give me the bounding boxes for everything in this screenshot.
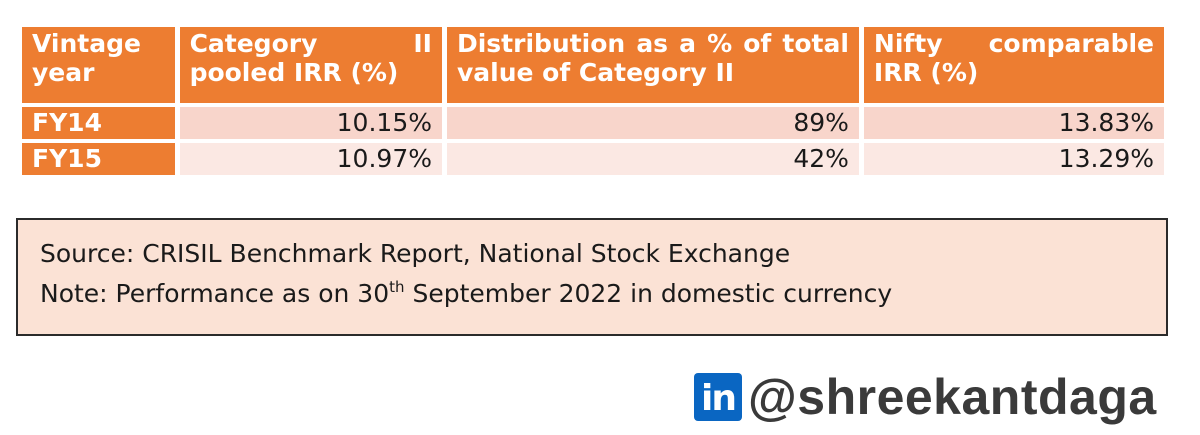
header-distribution: Distribution as a % of total value of Ca… [446,27,859,103]
table-header-row: Vintage year Category II pooled IRR (%) … [22,27,1164,103]
linkedin-logo-text: in [701,377,737,419]
cell-distribution: 42% [446,143,859,175]
note-line: Note: Performance as on 30th September 2… [40,274,1166,314]
cell-nifty-irr: 13.29% [863,143,1164,175]
author-handle: @shreekantdaga [748,369,1157,425]
cell-vintage-year: FY15 [22,143,175,175]
header-nifty-irr: Nifty comparable IRR (%) [863,27,1164,103]
table-row: FY15 10.97% 42% 13.29% [22,143,1164,175]
source-note-box: Source: CRISIL Benchmark Report, Nationa… [16,218,1168,336]
table-row: FY14 10.15% 89% 13.83% [22,107,1164,139]
note-suffix: September 2022 in domestic currency [404,279,893,308]
note-prefix: Note: Performance as on 30 [40,279,390,308]
header-vintage-year: Vintage year [22,27,175,103]
cell-distribution: 89% [446,107,859,139]
cell-vintage-year: FY14 [22,107,175,139]
author-brand: in @shreekantdaga [694,372,1157,422]
cell-pooled-irr: 10.97% [179,143,442,175]
header-pooled-irr: Category II pooled IRR (%) [179,27,442,103]
cell-pooled-irr: 10.15% [179,107,442,139]
note-superscript: th [389,278,405,296]
cell-nifty-irr: 13.83% [863,107,1164,139]
irr-table: Vintage year Category II pooled IRR (%) … [17,23,1169,179]
linkedin-icon: in [694,373,742,421]
source-line: Source: CRISIL Benchmark Report, Nationa… [40,239,791,268]
